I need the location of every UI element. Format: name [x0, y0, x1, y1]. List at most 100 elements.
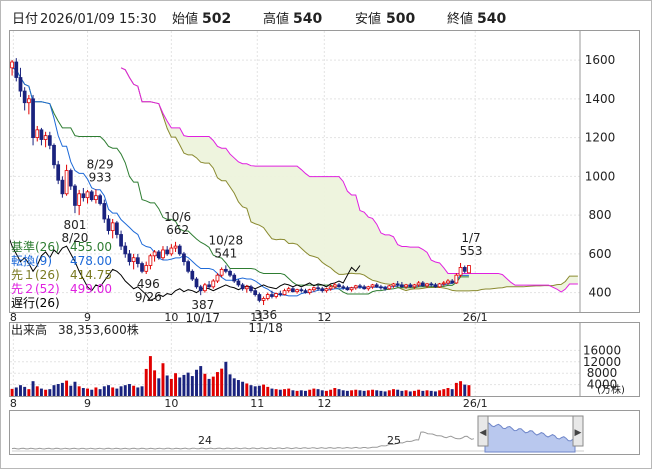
candle-body	[404, 284, 408, 288]
candle-body	[379, 286, 383, 289]
volume-bar	[266, 386, 270, 396]
volume-bar	[438, 390, 442, 396]
annotation-price: 801	[64, 218, 87, 232]
volume-bar	[44, 389, 48, 396]
volume-bar	[433, 391, 437, 396]
candle-body	[68, 170, 73, 187]
volume-unit: (万株)	[597, 383, 625, 396]
header-bar: 日付 2026/01/09 15:30 始値 502 高値 540 安値 500…	[12, 11, 506, 27]
candle-body	[362, 286, 367, 290]
candle-body	[249, 286, 253, 292]
candle-body	[26, 98, 31, 104]
volume-bar	[291, 390, 295, 396]
candle-body	[341, 286, 346, 289]
navigator-panel-frame	[9, 410, 640, 455]
candle-body	[64, 170, 69, 195]
candle-body	[10, 61, 14, 69]
candle-body	[291, 288, 295, 293]
candle-body	[211, 280, 216, 288]
volume-bar	[278, 389, 282, 396]
candle-body	[177, 245, 182, 255]
volume-bar	[287, 388, 291, 396]
navigator-right-handle[interactable]: ▶	[572, 415, 584, 447]
candle-body	[261, 298, 266, 301]
navigator-left-handle[interactable]: ◀	[477, 415, 489, 447]
annotation-price: 553	[460, 244, 483, 258]
volume-bar	[329, 389, 333, 396]
candle-body	[18, 77, 23, 92]
volume-tick-label: 16000	[583, 343, 621, 357]
candle-body	[219, 268, 224, 276]
volume-bar	[358, 390, 362, 396]
volume-bar	[132, 385, 136, 396]
annotation-date: 10/17	[185, 311, 220, 325]
navigator-chart[interactable]: ◀ ▶	[11, 415, 584, 453]
volume-bar	[333, 388, 337, 396]
volume-bar	[10, 388, 14, 396]
candle-body	[433, 284, 438, 288]
candle-body	[94, 195, 98, 200]
volume-bar	[396, 389, 400, 396]
volume-bar	[148, 356, 152, 396]
volume-bar	[190, 376, 194, 396]
axis-labels: 400 600 800 1000 1200 1400 1600 400080001200016…	[10, 31, 621, 410]
candle-body	[198, 286, 203, 292]
volume-bar	[19, 385, 22, 396]
volume-bar	[283, 389, 286, 396]
annotation-date: 8/20	[61, 231, 88, 245]
volume-bar	[195, 369, 198, 396]
volume-bar	[459, 381, 463, 396]
low-value: 500	[386, 11, 415, 27]
candle-body	[14, 61, 19, 78]
volume-bar	[379, 390, 383, 396]
candle-body	[43, 135, 48, 140]
month-label: 12	[317, 311, 331, 324]
volume-bar	[161, 363, 165, 396]
volume-bar	[274, 389, 278, 396]
candle-body	[140, 263, 144, 272]
candle-body	[190, 270, 195, 280]
volume-bar	[111, 387, 115, 396]
candle-body	[408, 284, 413, 288]
volume-bar	[366, 390, 370, 396]
open-label: 始値	[172, 11, 198, 27]
candle-body	[169, 247, 174, 255]
candle-body	[127, 253, 132, 263]
annotation-price: 541	[214, 246, 237, 260]
indicator-senkou1-label: 先１(26)	[11, 268, 60, 282]
month-label: 11	[250, 311, 264, 324]
volume-bar	[207, 378, 211, 396]
annotation-price: 662	[166, 223, 189, 237]
volume-bar	[140, 386, 144, 396]
volume-bar	[299, 390, 303, 396]
indicator-chikou-label: 遅行(26)	[11, 296, 60, 310]
price-tick-label: 800	[589, 208, 612, 222]
candle-body	[77, 193, 82, 206]
volume-bar	[48, 389, 52, 396]
volume-bar	[94, 387, 98, 396]
volume-bar	[39, 388, 43, 396]
candle-body	[391, 283, 396, 287]
candle-body	[278, 293, 283, 295]
volume-bars	[10, 356, 471, 396]
volume-bar	[354, 389, 358, 396]
volume-bar	[417, 389, 421, 396]
candle-body	[152, 251, 157, 257]
candle-body	[420, 282, 425, 287]
candle-body	[161, 249, 165, 259]
candle-body	[374, 284, 379, 288]
candle-body	[148, 255, 153, 266]
candle-body	[358, 285, 362, 288]
candle-body	[450, 280, 455, 284]
candle-body	[110, 222, 115, 232]
volume-bar	[245, 383, 249, 396]
candlesticks	[10, 58, 471, 306]
annotation-price: 496	[137, 277, 160, 291]
candle-body	[123, 245, 128, 255]
candle-body	[102, 203, 107, 220]
volume-bar	[90, 389, 94, 396]
candle-body	[60, 179, 65, 195]
month-label-volume: 12	[317, 397, 331, 410]
indicator-kijun-label: 基準(26)	[11, 239, 60, 254]
